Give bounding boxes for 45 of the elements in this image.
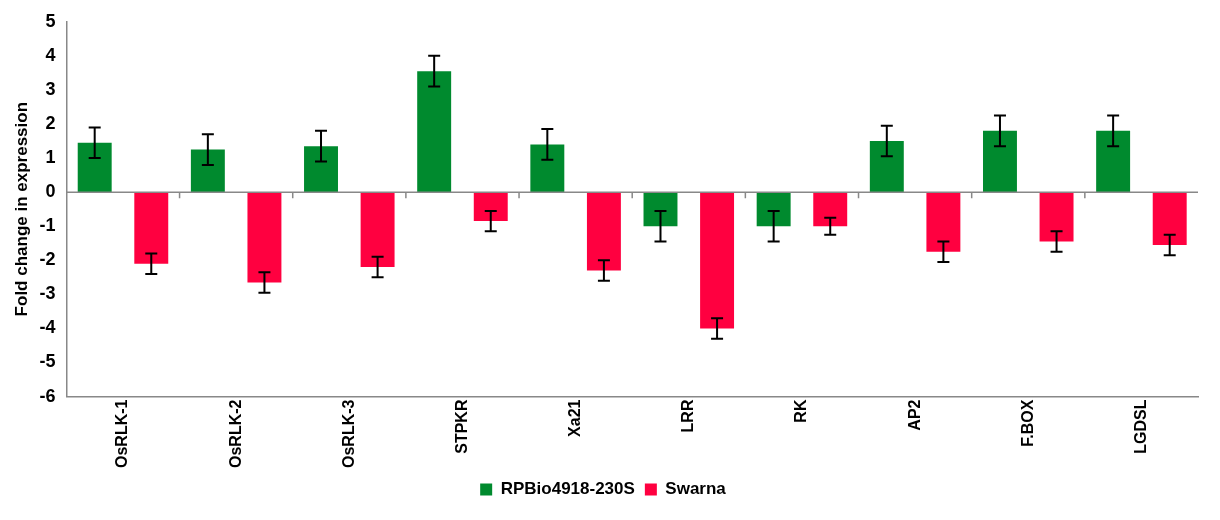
bar bbox=[869, 141, 904, 193]
y-tick-label: -5 bbox=[39, 351, 56, 372]
bar bbox=[1152, 192, 1187, 245]
x-tick-label: LGDSL bbox=[1131, 399, 1149, 454]
bar bbox=[304, 146, 338, 193]
bar bbox=[983, 130, 1017, 193]
y-tick-label: 4 bbox=[45, 44, 56, 65]
y-tick-label: -4 bbox=[39, 317, 56, 338]
y-tick-label: 3 bbox=[45, 78, 56, 99]
y-tick-label: -2 bbox=[39, 249, 56, 270]
legend-label: RPBio4918-230S bbox=[500, 479, 635, 499]
bar bbox=[1039, 192, 1074, 242]
x-tick-label: AP2 bbox=[905, 399, 923, 431]
bar bbox=[643, 192, 678, 227]
y-tick-label: -1 bbox=[39, 215, 56, 236]
bar bbox=[360, 192, 395, 268]
legend-label: Swarna bbox=[665, 479, 727, 499]
y-tick-label: 0 bbox=[45, 181, 56, 202]
bar bbox=[813, 192, 848, 227]
bar bbox=[1096, 130, 1131, 193]
bar bbox=[530, 144, 565, 193]
x-tick-label: Xa21 bbox=[566, 399, 584, 437]
x-tick-label: OsRLK-2 bbox=[226, 399, 244, 468]
x-tick-label: F.BOX bbox=[1018, 399, 1036, 447]
bar bbox=[190, 149, 225, 193]
y-tick-label: -6 bbox=[39, 385, 56, 406]
bar bbox=[700, 192, 735, 329]
x-tick-label: OsRLK-1 bbox=[113, 399, 131, 468]
x-tick-label: LRR bbox=[679, 399, 697, 433]
x-tick-label: STPKR bbox=[452, 399, 470, 454]
y-tick-label: -3 bbox=[39, 283, 56, 304]
y-tick-label: 2 bbox=[45, 112, 56, 133]
bar bbox=[134, 192, 169, 264]
x-tick-label: OsRLK-3 bbox=[339, 399, 357, 468]
bar bbox=[77, 142, 112, 193]
bar bbox=[473, 192, 508, 222]
bar bbox=[926, 192, 961, 252]
bar bbox=[247, 192, 282, 283]
bar bbox=[586, 192, 621, 271]
y-tick-label: 5 bbox=[45, 10, 56, 31]
x-tick-label: RK bbox=[792, 399, 810, 423]
bar bbox=[756, 192, 791, 227]
y-tick-label: 1 bbox=[45, 147, 56, 168]
y-axis-title: Fold change in expression bbox=[11, 101, 31, 317]
bar bbox=[417, 71, 452, 193]
